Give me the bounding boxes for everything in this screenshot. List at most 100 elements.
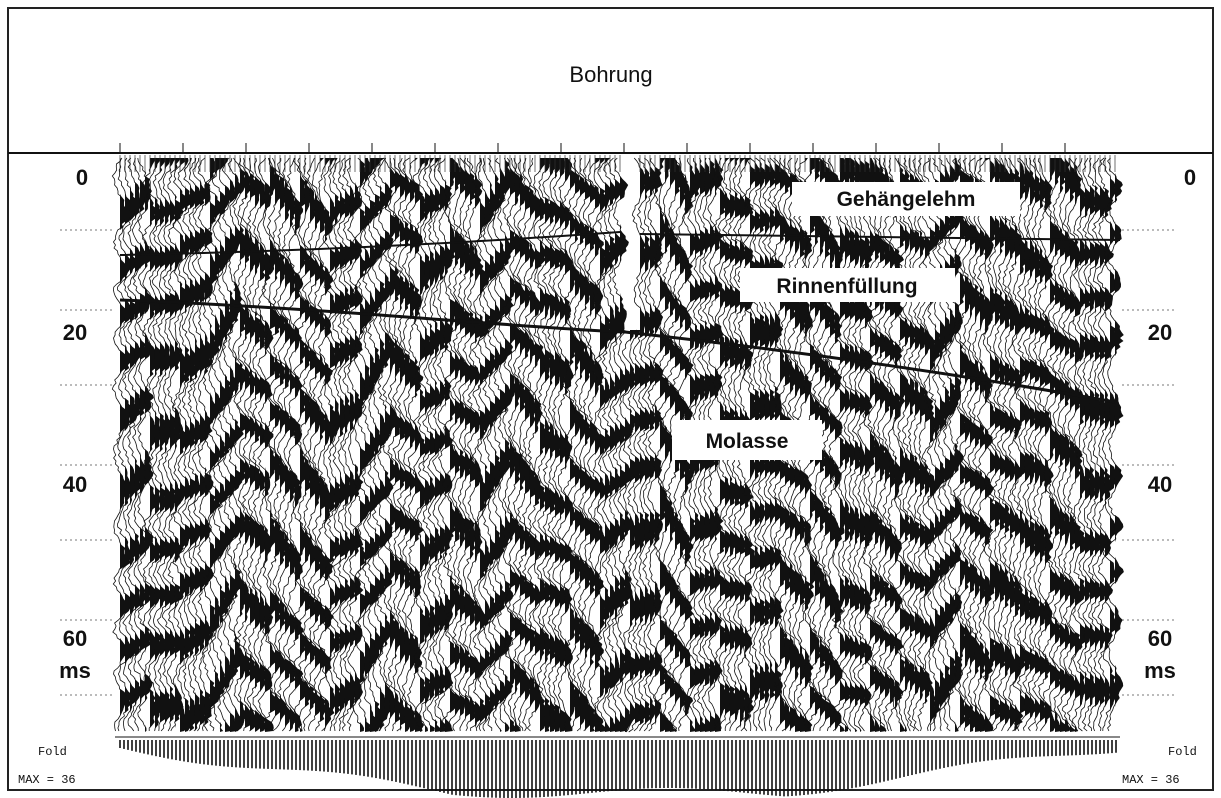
- seismic-fill: [235, 158, 244, 732]
- seismic-fill: [535, 158, 544, 732]
- seismic-fill: [325, 158, 334, 732]
- seismic-fill: [1035, 158, 1044, 732]
- seismic-fill: [215, 158, 224, 732]
- seismic-trace: [941, 157, 958, 732]
- seismic-trace: [502, 157, 519, 732]
- fold-max: MAX = 36: [1122, 773, 1180, 787]
- seismic-trace: [312, 157, 329, 732]
- seismic-fill: [210, 158, 219, 732]
- seismic-fill: [220, 158, 229, 732]
- seismic-trace: [907, 157, 924, 732]
- seismic-trace: [482, 157, 499, 732]
- seismic-trace: [276, 158, 293, 732]
- seismic-fill: [995, 158, 1004, 732]
- seismic-fill: [595, 158, 604, 732]
- seismic-trace: [557, 157, 573, 732]
- seismic-trace: [352, 157, 368, 732]
- seismic-trace: [972, 157, 989, 732]
- seismic-trace: [506, 157, 524, 732]
- seismic-trace: [422, 157, 439, 732]
- layer-label: Molasse: [706, 430, 789, 453]
- seismic-fill: [960, 158, 969, 732]
- seismic-trace: [596, 157, 613, 732]
- seismic-fill: [1090, 158, 1099, 732]
- y-tick-label: 0: [1184, 165, 1196, 190]
- title: Bohrung: [569, 62, 652, 87]
- seismic-fill: [990, 158, 999, 732]
- seismic-trace: [982, 157, 999, 732]
- seismic-trace: [466, 157, 483, 732]
- seismic-fill: [490, 158, 499, 732]
- fold-max: MAX = 36: [18, 773, 76, 787]
- seismic-fill: [410, 158, 420, 732]
- seismic-fill: [615, 158, 624, 732]
- seismic-trace: [896, 157, 914, 732]
- annotations: Gehängelehm Rinnenfüllung Molasse: [119, 182, 1121, 460]
- seismic-trace: [932, 157, 948, 732]
- label-box: [672, 420, 822, 460]
- seismic-fill: [965, 158, 974, 732]
- y-tick-label: 40: [63, 472, 87, 497]
- fold-label: Fold: [1168, 745, 1197, 759]
- seismic-trace: [961, 157, 979, 732]
- seismic-fill: [540, 158, 549, 732]
- seismic-trace: [272, 157, 289, 732]
- seismic-trace: [647, 157, 664, 732]
- seismic-trace: [477, 157, 494, 732]
- seismic-fill: [620, 158, 629, 732]
- horizon: [119, 231, 1121, 256]
- seismic-fill: [400, 158, 409, 732]
- seismic-trace: [1107, 157, 1124, 732]
- seismic-trace: [911, 157, 929, 732]
- seismic-fill: [335, 158, 344, 732]
- seismic-trace: [486, 157, 503, 732]
- seismic-trace: [986, 157, 1003, 732]
- seismic-trace: [251, 157, 269, 732]
- seismic-trace: [952, 157, 968, 732]
- y-tick-label: 0: [76, 165, 88, 190]
- seismic-trace: [496, 157, 513, 732]
- seismic-trace: [1001, 157, 1019, 732]
- seismic-fill: [585, 158, 594, 732]
- seismic-fill: [600, 158, 610, 732]
- seismic-fill: [530, 158, 539, 732]
- seismic-trace: [306, 157, 324, 732]
- seismic-trace: [366, 157, 384, 732]
- seismic-trace: [926, 157, 944, 731]
- seismic-trace: [582, 157, 598, 732]
- seismic-trace: [406, 157, 424, 732]
- seismic-fill: [980, 158, 989, 732]
- seismic-fill: [1060, 158, 1069, 732]
- seismic-fill: [700, 158, 709, 732]
- seismic-trace: [471, 157, 489, 732]
- layer-label: Gehängelehm: [837, 188, 976, 211]
- seismic-trace: [612, 157, 629, 732]
- label-box: [740, 268, 955, 302]
- seismic-fill: [190, 158, 200, 732]
- seismic-trace: [561, 157, 578, 732]
- seismic-fill: [320, 158, 329, 732]
- seismic-trace: [601, 157, 619, 732]
- seismic-trace: [462, 157, 478, 732]
- seismic-fill: [265, 158, 274, 732]
- seismic-fill: [525, 158, 534, 732]
- seismic-trace: [262, 157, 279, 732]
- seismic-trace: [1031, 157, 1048, 732]
- seismic-trace: [822, 157, 839, 732]
- seismic-trace: [122, 157, 138, 732]
- y-tick-label: 20: [1148, 320, 1172, 345]
- y-tick-label: 20: [63, 320, 87, 345]
- seismic-trace: [401, 157, 419, 732]
- seismic-trace: [1086, 157, 1103, 732]
- seismic-fill: [635, 330, 644, 732]
- seismic-fill: [660, 158, 669, 732]
- seismic-fill: [340, 158, 349, 732]
- y-tick-label: 60: [1148, 626, 1172, 651]
- seismic-fill: [245, 158, 254, 732]
- seismic-trace: [831, 157, 848, 732]
- seismic-fill: [695, 158, 704, 732]
- seismic-fill: [655, 158, 664, 732]
- seismic-fill: [565, 158, 574, 732]
- seismic-trace: [316, 157, 334, 732]
- seismic-trace: [226, 157, 243, 732]
